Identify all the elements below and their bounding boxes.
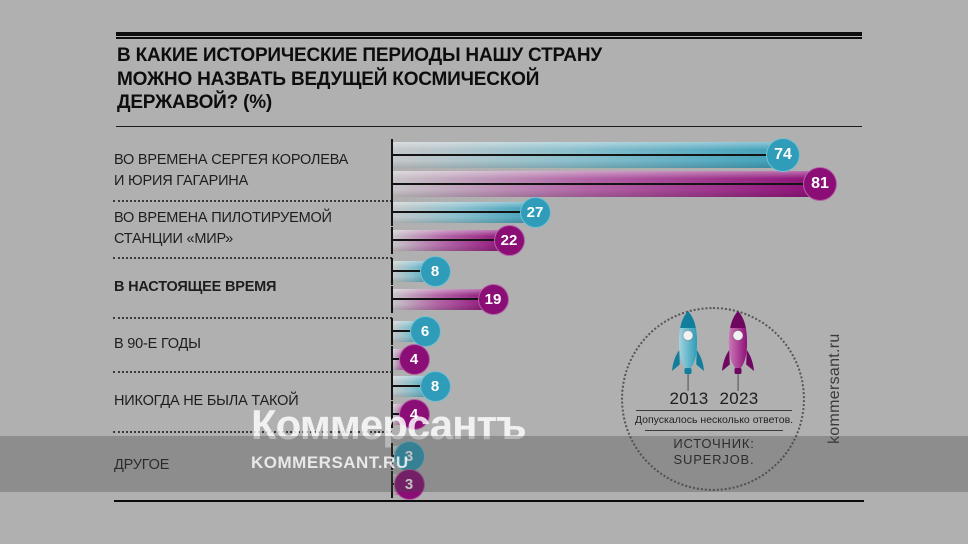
chart-title: В КАКИЕ ИСТОРИЧЕСКИЕ ПЕРИОДЫ НАШУ СТРАНУ…: [117, 45, 602, 113]
value-bubble-2013: 6: [409, 315, 441, 347]
legend-dotted-circle: [621, 307, 805, 491]
value-bubble-2013: 8: [419, 255, 451, 287]
axis-tick: [391, 442, 393, 470]
bar-midline: [393, 211, 535, 213]
row-label: В НАСТОЯЩЕЕ ВРЕМЯ: [114, 278, 277, 295]
value-bubble-2013: 74: [766, 138, 800, 172]
bar-midline: [393, 298, 493, 300]
bar-midline: [393, 183, 820, 185]
row-label: ВО ВРЕМЕНА СЕРГЕЯ КОРОЛЕВА И ЮРИЯ ГАГАРИ…: [114, 151, 349, 189]
value-bubble-2013: 8: [419, 370, 451, 402]
bar-midline: [393, 330, 425, 332]
axis-tick: [391, 226, 393, 254]
axis-tick: [391, 372, 393, 400]
bottom-rule: [114, 500, 864, 502]
vertical-site-watermark: kommersant.ru: [826, 333, 843, 444]
value-bubble-2023: 19: [477, 283, 509, 315]
row-separator: [113, 200, 392, 202]
legend-divider-bottom: [645, 430, 783, 431]
value-bubble-2023: 4: [398, 343, 430, 375]
axis-tick: [391, 317, 393, 345]
row-separator: [113, 371, 392, 373]
value-bubble-2023: 81: [803, 167, 837, 201]
bar-midline: [393, 239, 509, 241]
axis-tick: [391, 198, 393, 226]
axis-tick: [391, 257, 393, 285]
row-separator: [113, 317, 392, 319]
value-bubble-2013: 27: [519, 196, 551, 228]
kommersant-ru-watermark: KOMMERSANT.RU: [251, 453, 409, 472]
legend-note: Допускалось несколько ответов.: [634, 414, 794, 426]
rocket-2023-icon: [722, 311, 754, 391]
title-underline: [116, 126, 862, 127]
bar-midline: [393, 385, 435, 387]
value-bubble-2023: 22: [493, 224, 525, 256]
value-bubble-2023: 3: [393, 468, 425, 500]
row-separator: [113, 257, 392, 259]
axis-tick: [391, 345, 393, 373]
row-label: НИКОГДА НЕ БЫЛА ТАКОЙ: [114, 392, 299, 409]
legend-year-2023: 2023: [719, 389, 759, 408]
row-label: ДРУГОЕ: [114, 457, 170, 473]
axis-tick: [391, 400, 393, 428]
axis-tick: [391, 470, 393, 498]
bar-midline: [393, 270, 435, 272]
row-separator: [113, 431, 392, 433]
legend-year-2013: 2013: [669, 389, 709, 408]
top-rule: [116, 32, 862, 39]
row-label: В 90-Е ГОДЫ: [114, 335, 201, 352]
rocket-2013-icon: [672, 311, 704, 391]
kommersant-logo-watermark: Коммерсантъ: [251, 401, 527, 448]
value-bubble-2023: 4: [398, 398, 430, 430]
axis-tick: [391, 285, 393, 313]
row-label: ВО ВРЕМЕНА ПИЛОТИРУЕМОЙ СТАНЦИИ «МИР»: [114, 209, 332, 247]
legend-divider-top: [636, 410, 792, 411]
axis-tick: [391, 168, 393, 200]
bar-midline: [393, 154, 783, 156]
dim-band-overlay: [0, 436, 968, 492]
axis-tick: [391, 139, 393, 171]
source-label: ИСТОЧНИК: SUPERJOB.: [673, 436, 755, 467]
